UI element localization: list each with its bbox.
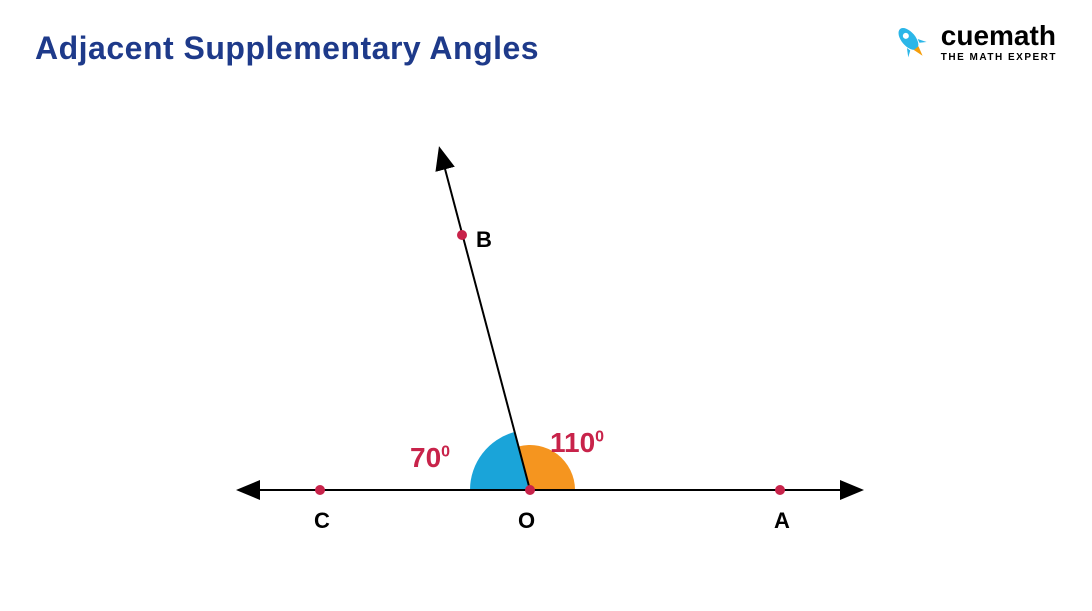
rocket-icon <box>889 20 933 64</box>
logo-text: cuemath THE MATH EXPERT <box>941 22 1057 63</box>
logo: cuemath THE MATH EXPERT <box>889 20 1057 64</box>
angle-label: 1100 <box>550 427 604 459</box>
diagram: O A C B 700 1100 <box>200 120 900 570</box>
angle-arc <box>470 432 530 490</box>
point-label-a: A <box>774 508 790 534</box>
point-a <box>775 485 785 495</box>
logo-brand: cuemath <box>941 22 1057 50</box>
ray <box>440 150 530 490</box>
point-label-c: C <box>314 508 330 534</box>
point-c <box>315 485 325 495</box>
logo-tagline: THE MATH EXPERT <box>941 52 1057 63</box>
diagram-svg <box>200 120 900 570</box>
point-label-o: O <box>518 508 535 534</box>
page-title: Adjacent Supplementary Angles <box>35 30 539 67</box>
point-label-b: B <box>476 227 492 253</box>
point-b <box>457 230 467 240</box>
point-o <box>525 485 535 495</box>
angle-label: 700 <box>410 442 450 474</box>
